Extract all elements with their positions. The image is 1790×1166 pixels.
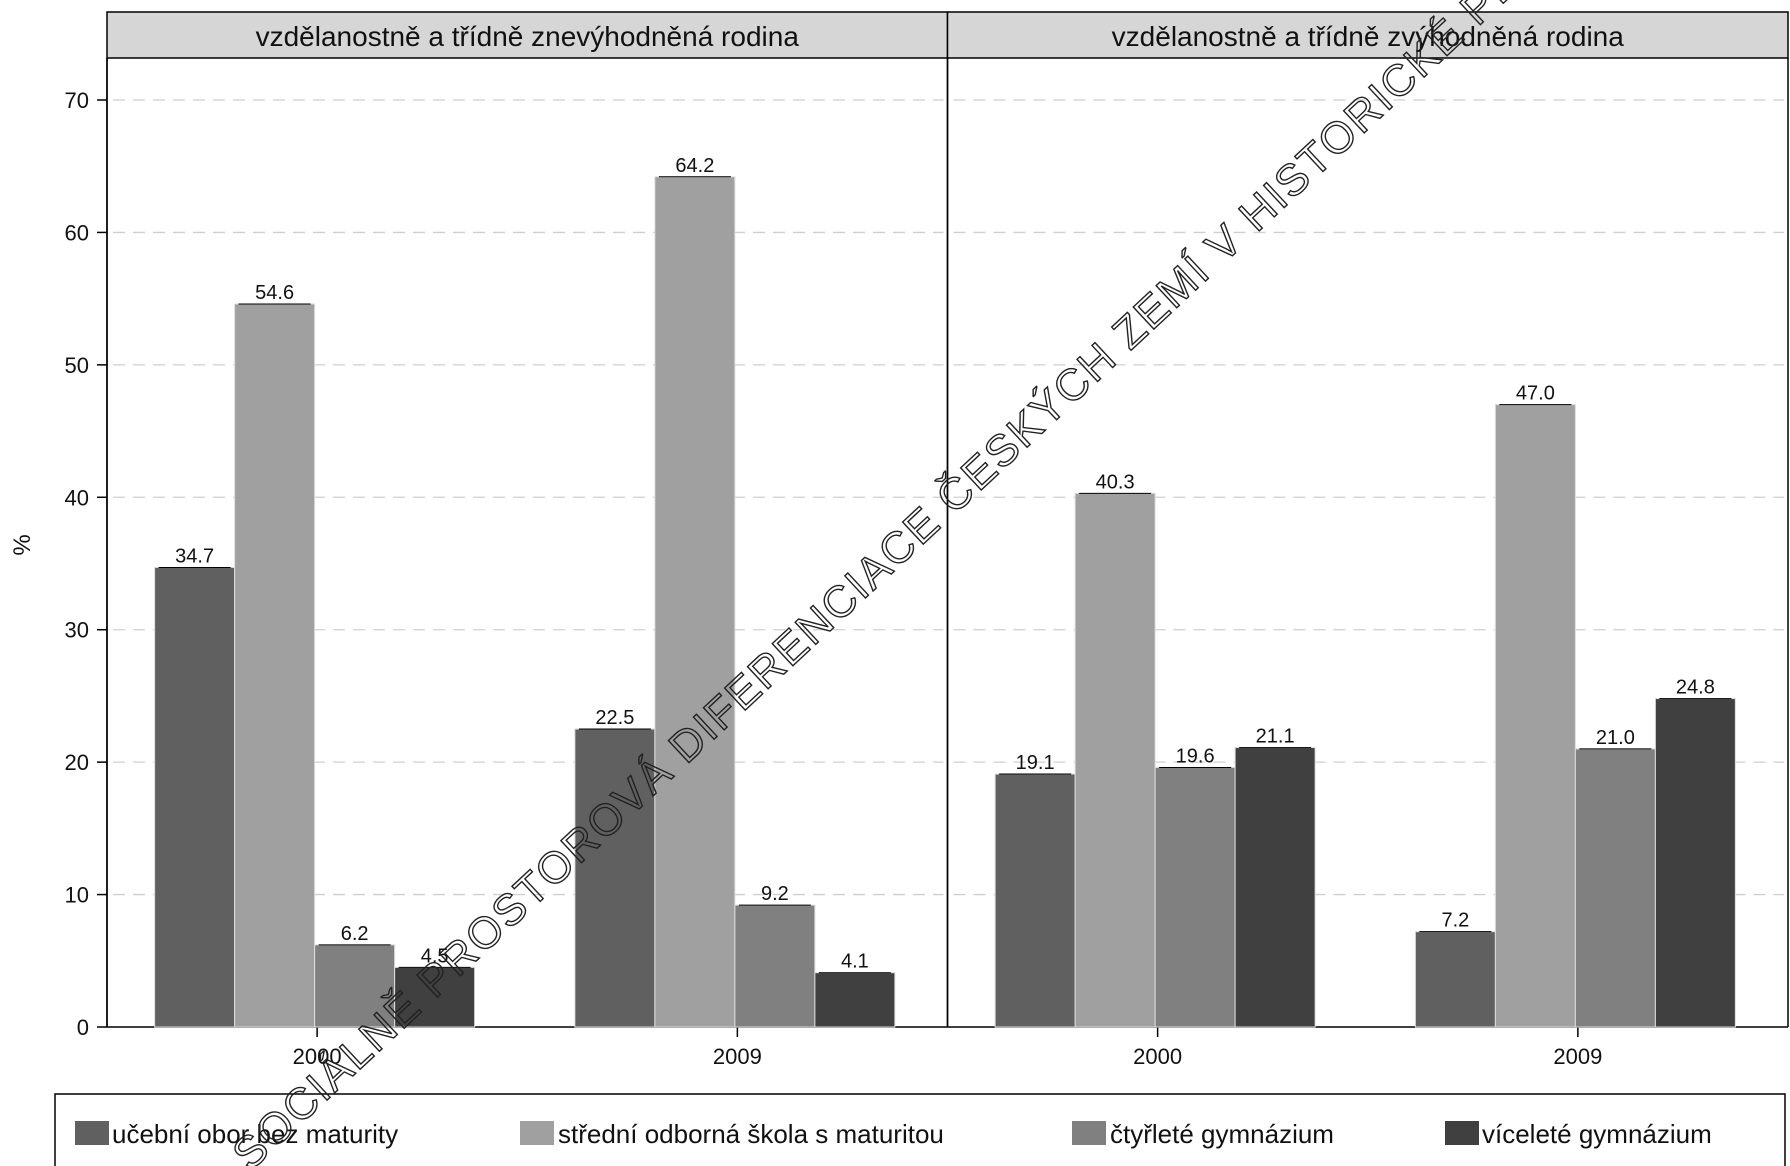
bar-value-label: 40.3 <box>1096 471 1135 493</box>
x-tick-label: 2000 <box>293 1044 342 1069</box>
bar <box>654 176 736 1028</box>
bar-value-label: 54.6 <box>255 282 294 304</box>
legend-swatch <box>1445 1121 1479 1145</box>
y-tick-label: 30 <box>65 618 89 643</box>
legend-swatch <box>1072 1121 1106 1145</box>
legend-swatch <box>75 1121 109 1145</box>
legend-label: čtyřleté gymnázium <box>1110 1119 1334 1149</box>
legend-swatch <box>520 1121 554 1145</box>
panel-title: vzdělanostně a třídně zvýhodněná rodina <box>1112 21 1625 52</box>
bar-value-label: 24.8 <box>1676 677 1715 699</box>
y-axis-label: % <box>9 534 36 555</box>
y-tick-label: 10 <box>65 883 89 908</box>
bar <box>1154 766 1236 1028</box>
legend: učební obor bez maturity střední odborná … <box>54 1093 1786 1166</box>
bar <box>814 972 896 1028</box>
bar-value-label: 4.5 <box>421 945 449 967</box>
y-tick-label: 40 <box>65 485 89 510</box>
bar <box>1414 931 1496 1028</box>
bar-value-label: 22.5 <box>595 707 634 729</box>
y-tick-label: 50 <box>65 353 89 378</box>
bar-value-label: 21.1 <box>1256 726 1295 748</box>
bar <box>574 728 656 1028</box>
bar <box>1074 492 1156 1028</box>
bar <box>1494 404 1576 1028</box>
legend-box <box>54 1093 1786 1166</box>
y-tick-label: 60 <box>65 220 89 245</box>
bar-value-label: 34.7 <box>175 545 214 567</box>
bar-value-label: 21.0 <box>1596 727 1635 749</box>
legend-label: střední odborná škola s maturitou <box>558 1119 944 1149</box>
bar <box>154 566 236 1028</box>
bar-value-label: 19.6 <box>1176 745 1215 767</box>
labels: 0 10 20 30 40 50 60 70% vzdělanostně a třídně zn… <box>9 21 1715 1069</box>
bar-value-label: 64.2 <box>675 155 714 177</box>
x-tick-label: 2000 <box>1133 1044 1182 1069</box>
bar <box>994 773 1076 1028</box>
legend-label: víceleté gymnázium <box>1482 1119 1712 1149</box>
bar <box>1574 748 1656 1028</box>
x-tick-label: 2009 <box>713 1044 762 1069</box>
axes <box>97 11 1789 1037</box>
x-tick-label: 2009 <box>1553 1044 1602 1069</box>
bar <box>1234 747 1316 1028</box>
panel-strip <box>946 11 1789 59</box>
legend-label: učební obor bez maturity <box>112 1119 398 1149</box>
y-tick-label: 70 <box>65 88 89 113</box>
bar-value-label: 9.2 <box>761 883 789 905</box>
bars <box>154 176 1736 1028</box>
bar <box>234 303 316 1028</box>
bar-value-label: 6.2 <box>341 923 369 945</box>
bar-value-label: 4.1 <box>841 951 869 973</box>
panel-title: vzdělanostně a třídně znevýhodněná rodin… <box>256 21 800 52</box>
bar-value-label: 19.1 <box>1016 752 1055 774</box>
bar-value-label: 47.0 <box>1516 383 1555 405</box>
bar <box>734 904 816 1028</box>
bar-value-label: 7.2 <box>1441 910 1469 932</box>
y-tick-label: 20 <box>65 750 89 775</box>
y-tick-label: 0 <box>77 1015 89 1040</box>
bar <box>1654 698 1736 1028</box>
